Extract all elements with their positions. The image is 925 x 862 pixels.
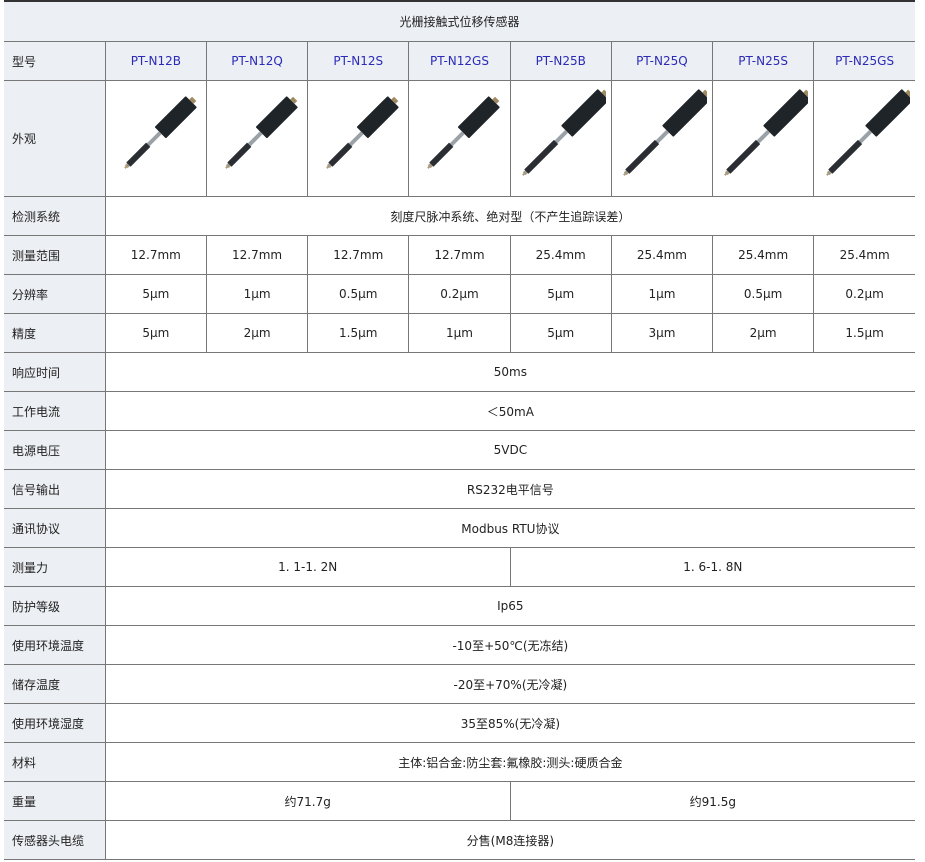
- spec-value: 5μm: [509, 313, 612, 353]
- spec-value: 50ms: [104, 352, 915, 392]
- spec-row: 测量力 1. 1-1. 2N 1. 6-1. 8N: [4, 547, 915, 587]
- row-label: 通讯协议: [4, 508, 106, 548]
- spec-value: -20至+70%(无冷凝): [104, 664, 915, 704]
- spec-value: 1. 1-1. 2N: [104, 547, 511, 587]
- spec-value: 1μm: [610, 274, 714, 314]
- spec-value: 1μm: [408, 313, 511, 353]
- model-cell: PT-N25B: [509, 41, 612, 81]
- spec-row: 重量 约71.7g 约91.5g: [4, 781, 915, 821]
- model-cell: PT-N12Q: [205, 41, 309, 81]
- spec-row: 使用环境温度 -10至+50℃(无冻结): [4, 625, 915, 665]
- spec-row: 使用环境湿度 35至85%(无冷凝): [4, 703, 915, 743]
- spec-row: 传感器头电缆 分售(M8连接器): [4, 820, 915, 860]
- model-cell: PT-N12GS: [408, 41, 511, 81]
- row-label: 信号输出: [4, 469, 106, 509]
- spec-value: -10至+50℃(无冻结): [104, 625, 915, 665]
- model-cell: PT-N12B: [104, 41, 207, 81]
- spec-value: 0.2μm: [813, 274, 915, 314]
- spec-value: 0.2μm: [408, 274, 511, 314]
- spec-value: 约91.5g: [509, 781, 915, 821]
- spec-value: 5μm: [509, 274, 612, 314]
- table-title: 光栅接触式位移传感器: [4, 0, 915, 42]
- row-label: 外观: [4, 80, 106, 197]
- spec-row: 材料 主体:铝合金:防尘套:氟橡胶:测头:硬质合金: [4, 742, 915, 782]
- spec-row: 防护等级 Ip65: [4, 586, 915, 626]
- spec-value: 12.7mm: [205, 235, 309, 275]
- spec-value: 5VDC: [104, 430, 915, 470]
- row-label: 测量范围: [4, 235, 106, 275]
- spec-value: 25.4mm: [610, 235, 714, 275]
- sensor-image: [307, 80, 410, 197]
- spec-row: 通讯协议 Modbus RTU协议: [4, 508, 915, 548]
- sensor-image: [104, 80, 207, 197]
- spec-value: 刻度尺脉冲系统、绝对型（不产生追踪误差）: [104, 196, 915, 236]
- spec-value: 5μm: [104, 274, 207, 314]
- row-label: 工作电流: [4, 391, 106, 431]
- row-label: 防护等级: [4, 586, 106, 626]
- row-label: 使用环境温度: [4, 625, 106, 665]
- spec-value: 12.7mm: [307, 235, 410, 275]
- row-label: 响应时间: [4, 352, 106, 392]
- spec-value: 25.4mm: [712, 235, 815, 275]
- spec-value: 分售(M8连接器): [104, 820, 915, 860]
- spec-row: 精度 5μm 2μm 1.5μm 1μm 5μm 3μm 2μm 1.5μm: [4, 313, 915, 353]
- row-label: 材料: [4, 742, 106, 782]
- row-label: 分辨率: [4, 274, 106, 314]
- row-label: 电源电压: [4, 430, 106, 470]
- spec-row: 响应时间 50ms: [4, 352, 915, 392]
- spec-value: Modbus RTU协议: [104, 508, 915, 548]
- spec-value: 2μm: [712, 313, 815, 353]
- model-cell: PT-N25S: [712, 41, 815, 81]
- row-label: 重量: [4, 781, 106, 821]
- sensor-image: [509, 80, 612, 197]
- spec-table: 光栅接触式位移传感器 型号 PT-N12B PT-N12Q PT-N12S PT-N12…: [4, 0, 915, 860]
- spec-value: 5μm: [104, 313, 207, 353]
- spec-value: 1. 6-1. 8N: [509, 547, 915, 587]
- model-cell: PT-N25GS: [813, 41, 915, 81]
- spec-row: 储存温度 -20至+70%(无冷凝): [4, 664, 915, 704]
- spec-row: 电源电压 5VDC: [4, 430, 915, 470]
- spec-row: 检测系统 刻度尺脉冲系统、绝对型（不产生追踪误差）: [4, 196, 915, 236]
- spec-value: 35至85%(无冷凝): [104, 703, 915, 743]
- row-label: 型号: [4, 41, 106, 81]
- row-label: 传感器头电缆: [4, 820, 106, 860]
- row-label: 检测系统: [4, 196, 106, 236]
- sensor-image: [610, 80, 714, 197]
- sensor-image: [712, 80, 815, 197]
- spec-value: ＜50mA: [104, 391, 915, 431]
- spec-value: RS232电平信号: [104, 469, 915, 509]
- spec-value: 1.5μm: [813, 313, 915, 353]
- row-label: 精度: [4, 313, 106, 353]
- spec-value: 0.5μm: [307, 274, 410, 314]
- sensor-image: [205, 80, 309, 197]
- spec-value: 1.5μm: [307, 313, 410, 353]
- spec-row: 信号输出 RS232电平信号: [4, 469, 915, 509]
- spec-row: 工作电流 ＜50mA: [4, 391, 915, 431]
- spec-value: 3μm: [610, 313, 714, 353]
- model-cell: PT-N12S: [307, 41, 410, 81]
- spec-value: 1μm: [205, 274, 309, 314]
- spec-value: 25.4mm: [813, 235, 915, 275]
- spec-row: 分辨率 5μm 1μm 0.5μm 0.2μm 5μm 1μm 0.5μm 0.2μm: [4, 274, 915, 314]
- row-label: 储存温度: [4, 664, 106, 704]
- spec-value: 约71.7g: [104, 781, 511, 821]
- model-cell: PT-N25Q: [610, 41, 714, 81]
- spec-value: 12.7mm: [408, 235, 511, 275]
- spec-value: 主体:铝合金:防尘套:氟橡胶:测头:硬质合金: [104, 742, 915, 782]
- spec-value: 2μm: [205, 313, 309, 353]
- spec-value: 0.5μm: [712, 274, 815, 314]
- row-label: 使用环境湿度: [4, 703, 106, 743]
- row-label: 测量力: [4, 547, 106, 587]
- sensor-image: [408, 80, 511, 197]
- spec-row: 测量范围 12.7mm 12.7mm 12.7mm 12.7mm 25.4mm 25.4mm…: [4, 235, 915, 275]
- spec-value: 25.4mm: [509, 235, 612, 275]
- spec-value: 12.7mm: [104, 235, 207, 275]
- sensor-image: [813, 80, 915, 197]
- spec-value: Ip65: [104, 586, 915, 626]
